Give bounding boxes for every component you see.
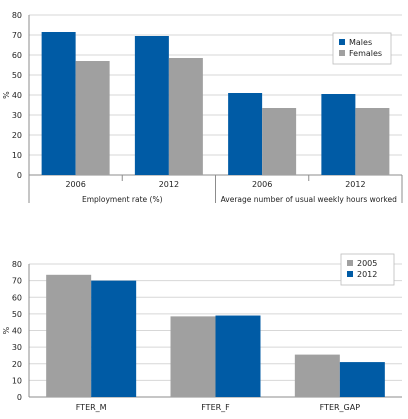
x-tick-label: 2012	[345, 180, 365, 189]
y-axis-title: %	[2, 326, 11, 334]
legend-label: 2005	[357, 259, 377, 268]
y-tick-label: 80	[12, 260, 22, 269]
bar	[41, 32, 76, 175]
y-tick-label: 70	[12, 277, 22, 286]
x-tick-label: 2006	[65, 180, 85, 189]
x-tick-label: FTER_GAP	[320, 403, 361, 412]
y-tick-label: 0	[17, 171, 22, 180]
bar	[168, 58, 203, 175]
bar	[46, 274, 92, 397]
y-tick-label: 0	[17, 393, 22, 402]
legend-box	[340, 253, 395, 286]
y-tick-label: 20	[12, 131, 22, 140]
x-tick-label: 2012	[159, 180, 179, 189]
legend-label: Males	[349, 38, 372, 47]
bar	[355, 108, 390, 175]
legend-swatch	[339, 39, 345, 45]
y-tick-label: 10	[12, 151, 22, 160]
bar	[321, 94, 356, 175]
x-tick-label: FTER_M	[76, 403, 107, 412]
legend-box	[332, 32, 392, 65]
bar	[215, 315, 261, 397]
bar	[228, 93, 263, 175]
legend-swatch	[347, 271, 353, 277]
bar	[134, 36, 169, 175]
y-tick-label: 50	[12, 71, 22, 80]
y-tick-label: 50	[12, 310, 22, 319]
y-tick-label: 30	[12, 111, 22, 120]
bar	[262, 108, 297, 175]
y-tick-label: 40	[12, 91, 22, 100]
legend-label: 2012	[357, 270, 377, 279]
legend-swatch	[347, 260, 353, 266]
x-tick-label: FTER_F	[201, 403, 230, 412]
y-tick-label: 20	[12, 360, 22, 369]
group-label: Employment rate (%)	[82, 195, 163, 204]
y-tick-label: 30	[12, 343, 22, 352]
chart-1: 0 10 20 30 40 50 60 70 80% 2006 2012 2006 2012 Employ…	[2, 11, 403, 204]
bar	[339, 362, 385, 397]
bar	[75, 61, 110, 175]
y-tick-label: 70	[12, 31, 22, 40]
group-label: Average number of usual weekly hours wor…	[221, 195, 398, 204]
bar	[294, 354, 340, 397]
y-tick-label: 60	[12, 51, 22, 60]
legend-label: Females	[349, 49, 382, 58]
x-tick-label: 2006	[252, 180, 272, 189]
y-axis-title: %	[2, 91, 11, 99]
y-tick-label: 10	[12, 376, 22, 385]
y-tick-label: 60	[12, 293, 22, 302]
y-tick-label: 80	[12, 11, 22, 20]
legend-swatch	[339, 50, 345, 56]
bar	[170, 316, 216, 397]
chart-2: 0 10 20 30 40 50 60 70 80% FTER_M FTER_F FTER_GAP 20…	[2, 253, 402, 412]
y-tick-label: 40	[12, 327, 22, 336]
bar	[91, 280, 137, 397]
